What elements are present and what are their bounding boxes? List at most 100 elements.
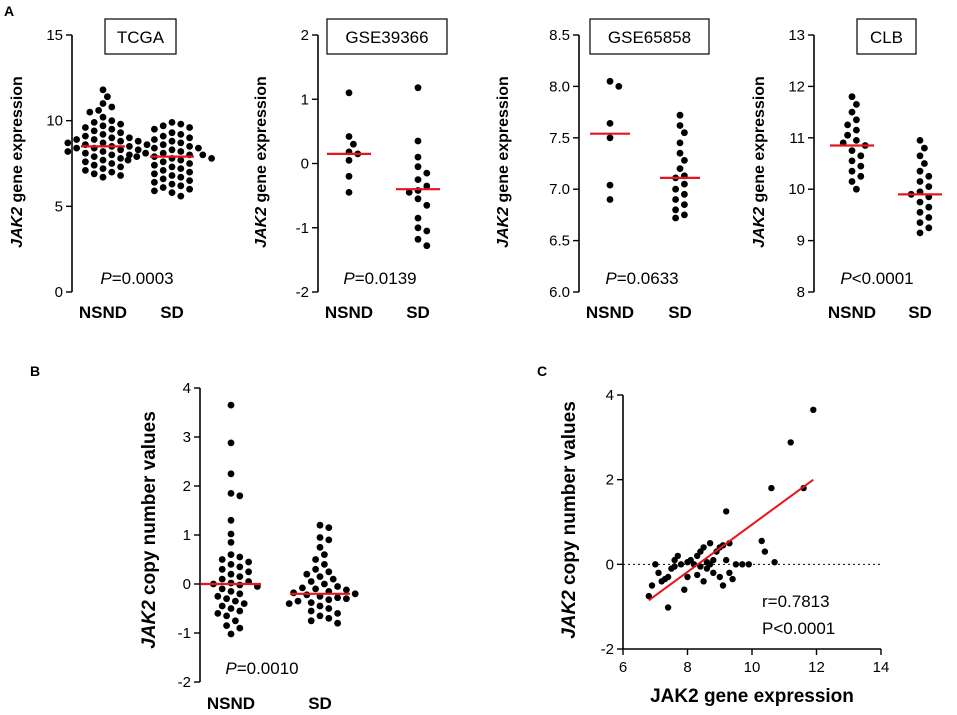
copy-number-y-axis-text: copy number values xyxy=(139,411,160,600)
data-point-nsnd xyxy=(99,86,107,94)
data-point-nsnd xyxy=(64,148,72,155)
data-point-sd xyxy=(325,568,333,576)
clb-y-axis-gene: JAK2 xyxy=(751,207,768,248)
data-point-sd xyxy=(168,163,176,171)
data-point-sd xyxy=(916,198,924,206)
x-tick-label: 14 xyxy=(873,659,890,676)
y-tick-label: 6.5 xyxy=(549,233,570,250)
data-point-nsnd xyxy=(223,595,231,603)
correlation-y-axis-text: copy number values xyxy=(559,401,580,590)
correlation-points xyxy=(645,406,817,611)
data-point-nsnd xyxy=(853,137,860,144)
data-point xyxy=(758,537,765,545)
copy-number-y-ticks: -2 -1 0 1 2 3 4 xyxy=(178,380,200,691)
data-point-nsnd xyxy=(227,630,235,638)
data-point-nsnd xyxy=(125,151,133,159)
y-tick-label: 9 xyxy=(797,233,805,250)
clb-category-nsnd: NSND xyxy=(828,303,876,322)
clb-title-box xyxy=(856,18,917,55)
data-point-sd xyxy=(334,594,341,602)
data-point-nsnd xyxy=(853,126,860,134)
data-point xyxy=(677,561,685,568)
gse65858-y-axis-gene: JAK2 xyxy=(495,207,512,248)
data-point xyxy=(771,559,778,566)
data-point-nsnd xyxy=(844,131,851,139)
gse65858-y-axis-text: gene expression xyxy=(495,76,512,207)
data-point-nsnd xyxy=(117,129,124,137)
data-point-sd xyxy=(925,172,933,180)
data-point-nsnd xyxy=(227,490,235,497)
data-point-nsnd xyxy=(232,597,239,605)
tcga-category-nsnd: NSND xyxy=(79,303,127,322)
data-point-nsnd xyxy=(236,573,244,580)
data-point-sd xyxy=(159,167,167,174)
data-point-nsnd xyxy=(848,93,856,101)
data-point-sd xyxy=(186,177,194,185)
data-point-nsnd xyxy=(73,136,80,143)
data-point xyxy=(700,578,707,585)
data-point-nsnd xyxy=(857,172,865,180)
data-point xyxy=(658,578,665,585)
data-point-sd xyxy=(312,585,319,593)
y-tick-label: 8.0 xyxy=(549,78,570,95)
data-point-nsnd xyxy=(245,558,253,566)
data-point-nsnd xyxy=(82,124,89,131)
data-point xyxy=(729,575,736,583)
data-point-nsnd xyxy=(125,143,133,150)
data-point xyxy=(648,582,656,589)
data-point-sd xyxy=(676,111,684,119)
data-point-sd xyxy=(676,122,684,129)
data-point-sd xyxy=(312,565,319,573)
data-point-sd xyxy=(925,224,933,232)
data-point-sd xyxy=(325,596,333,604)
y-tick-label: 4 xyxy=(183,380,191,397)
y-tick-label: 10 xyxy=(788,181,805,198)
data-point-nsnd xyxy=(125,134,133,142)
data-point-nsnd xyxy=(90,127,98,135)
data-point xyxy=(697,563,704,570)
y-tick-label: 2 xyxy=(606,472,614,489)
gse39366-p-symbol: P xyxy=(343,269,355,288)
data-point-nsnd xyxy=(240,600,248,607)
data-point-nsnd xyxy=(90,161,98,169)
data-point-nsnd xyxy=(117,146,124,154)
data-point-nsnd xyxy=(90,170,98,178)
x-tick-label: 12 xyxy=(808,659,825,676)
data-point-sd xyxy=(681,157,688,164)
data-point-sd xyxy=(316,612,324,620)
y-tick-label: 2 xyxy=(301,27,309,44)
y-tick-label: 10 xyxy=(46,113,63,130)
data-point-sd xyxy=(168,172,176,179)
data-point-nsnd xyxy=(117,163,124,171)
data-point-nsnd xyxy=(218,585,226,593)
data-point-sd xyxy=(294,597,302,605)
y-tick-label: -2 xyxy=(601,641,614,658)
data-point xyxy=(706,561,714,568)
data-point-sd xyxy=(681,180,688,188)
tcga-p-number: =0.0003 xyxy=(112,269,174,288)
data-point-nsnd xyxy=(232,617,239,625)
y-tick-label: 11 xyxy=(789,130,805,147)
gse65858-dot-plot: JAK2 gene expression 6.06.57.07.58.08.5 … xyxy=(495,18,710,322)
data-point xyxy=(684,573,691,581)
data-point-sd xyxy=(325,524,333,531)
gse39366-y-axis-title: JAK2 gene expression xyxy=(253,76,270,248)
tcga-y-axis-gene: JAK2 xyxy=(9,207,26,248)
gse39366-category-nsnd: NSND xyxy=(325,303,373,322)
data-point-sd xyxy=(159,141,167,149)
data-point-nsnd xyxy=(844,121,851,129)
data-point xyxy=(761,548,769,555)
data-point-nsnd xyxy=(108,117,116,125)
data-point-sd xyxy=(316,534,324,541)
data-point-sd xyxy=(151,125,158,133)
data-point-nsnd xyxy=(848,157,856,165)
gse39366-y-axis-text: gene expression xyxy=(253,76,270,207)
data-point-sd xyxy=(414,214,422,222)
y-tick-label: 2 xyxy=(183,478,191,495)
data-point-sd xyxy=(316,602,324,610)
data-point-sd xyxy=(124,156,132,164)
data-point-sd xyxy=(151,136,158,143)
data-point-nsnd xyxy=(223,622,231,629)
copy-number-p-symbol: P xyxy=(225,659,237,678)
